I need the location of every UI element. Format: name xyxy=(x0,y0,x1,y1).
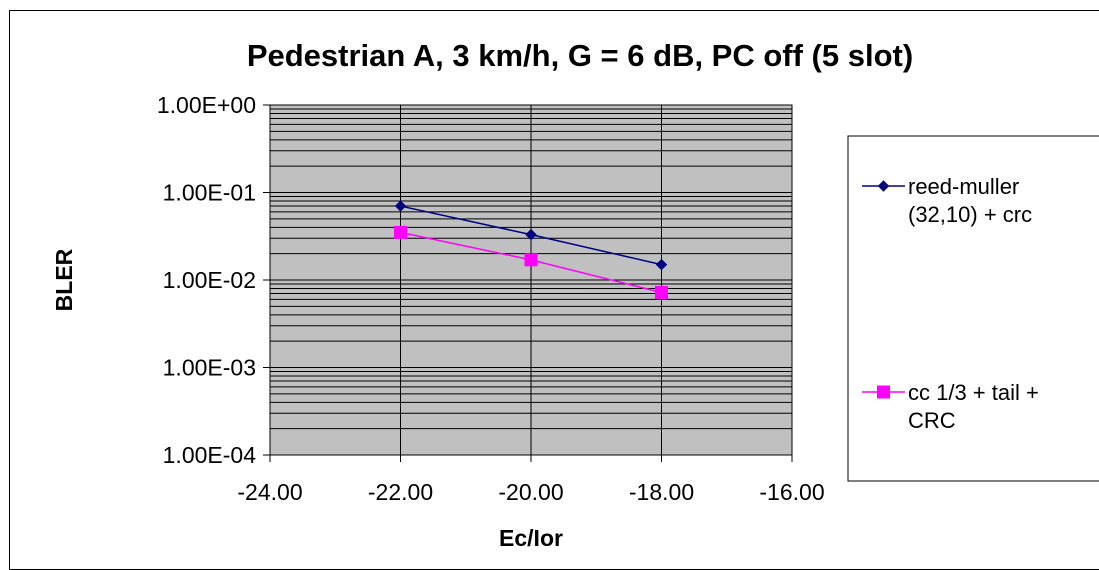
data-point xyxy=(394,200,407,212)
data-point xyxy=(877,180,890,192)
y-tick-label: 1.00E-04 xyxy=(163,442,257,468)
x-tick-label: -20.00 xyxy=(498,479,563,505)
y-tick-label: 1.00E-03 xyxy=(163,355,256,381)
legend-box xyxy=(847,135,1099,482)
y-tick-label: 1.00E-01 xyxy=(163,180,256,206)
y-tick-label: 1.00E+00 xyxy=(157,92,256,118)
chart-title: Pedestrian A, 3 km/h, G = 6 dB, PC off (… xyxy=(246,38,914,73)
y-tick-label: 1.00E-02 xyxy=(163,267,256,293)
legend: reed-muller (32,10) + crc cc 1/3 + tail + C… xyxy=(847,135,1099,482)
legend-label: CRC xyxy=(908,408,956,433)
y-axis-label: BLER xyxy=(51,248,77,311)
data-point xyxy=(394,225,407,239)
x-axis-label: Ec/Ior xyxy=(499,525,563,551)
data-point xyxy=(877,385,890,399)
x-tick-label: -18.00 xyxy=(629,479,694,505)
data-point xyxy=(524,253,538,267)
legend-label: reed-muller xyxy=(908,174,1019,199)
data-point xyxy=(525,228,537,241)
series-layer xyxy=(394,200,668,299)
data-point xyxy=(655,258,668,271)
legend-label: (32,10) + crc xyxy=(908,202,1032,227)
data-point xyxy=(655,285,668,299)
x-tick-label: -24.00 xyxy=(237,479,302,505)
axes: -24.00 -22.00 -20.00 -18.00 -16.00 1.00E+00 1.… xyxy=(157,92,825,505)
gridlines xyxy=(269,105,793,456)
x-tick-label: -16.00 xyxy=(759,479,824,505)
legend-label: cc 1/3 + tail + xyxy=(908,380,1039,405)
x-tick-label: -22.00 xyxy=(368,479,433,505)
